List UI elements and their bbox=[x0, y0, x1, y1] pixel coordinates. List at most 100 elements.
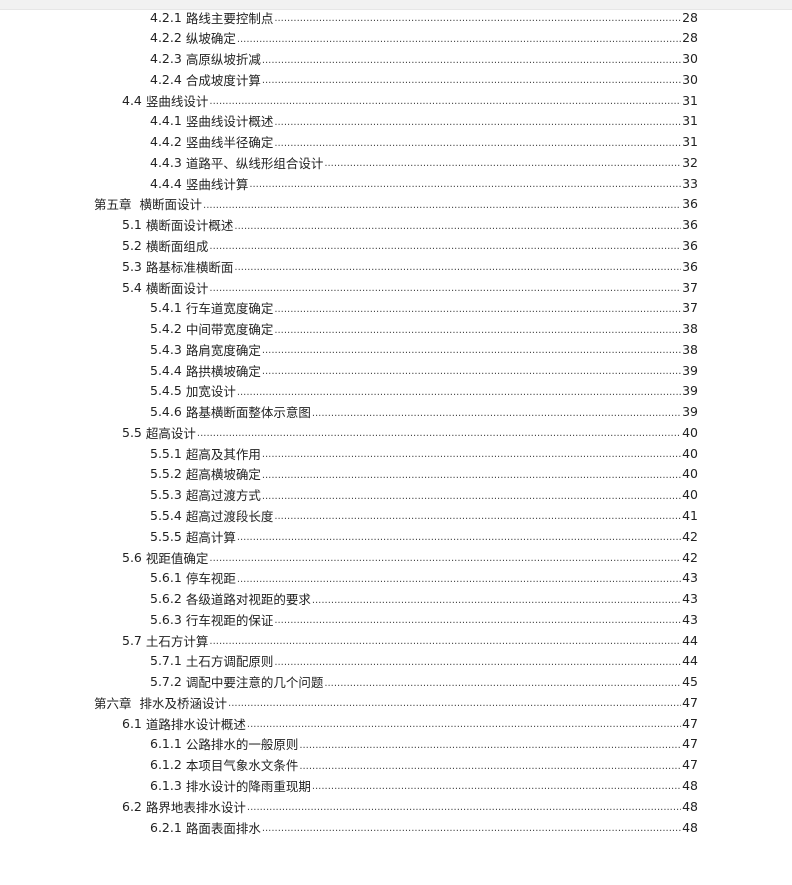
toc-entry-page: 40 bbox=[682, 466, 698, 482]
toc-entry-page: 41 bbox=[682, 507, 698, 523]
toc-entry-number: 6.1.2 bbox=[150, 757, 182, 773]
toc-entry-title: 竖曲线计算 bbox=[185, 176, 249, 192]
dot-leader bbox=[274, 322, 681, 336]
toc-entry-number: 5.7 bbox=[122, 632, 142, 648]
toc-entry-number: 4.2.2 bbox=[150, 30, 182, 46]
dot-leader bbox=[209, 280, 681, 294]
toc-entry-page: 37 bbox=[682, 279, 698, 295]
dot-leader bbox=[324, 675, 681, 689]
toc-entry-title: 路拱横坡确定 bbox=[185, 363, 261, 379]
dot-leader bbox=[228, 695, 681, 709]
toc-entry-title: 超高计算 bbox=[185, 529, 236, 545]
toc-entry-number: 5.6.1 bbox=[150, 570, 182, 586]
toc-entry-title: 超高及其作用 bbox=[185, 446, 261, 462]
toc-entry-title: 合成坡度计算 bbox=[185, 72, 261, 88]
toc-entry-page: 48 bbox=[682, 777, 698, 793]
toc-entry-number: 第五章 bbox=[94, 197, 132, 213]
toc-entry-number: 5.5.4 bbox=[150, 507, 182, 523]
toc-entry-number: 5.1 bbox=[122, 217, 142, 233]
toc-entry-page: 38 bbox=[682, 341, 698, 357]
toc-entry-title: 土石方调配原则 bbox=[185, 654, 274, 670]
toc-entry-title: 土石方计算 bbox=[145, 633, 209, 649]
toc-entry-title: 竖曲线设计 bbox=[145, 93, 209, 109]
toc-entry-page: 43 bbox=[682, 591, 698, 607]
toc-entry-number: 4.4.1 bbox=[150, 113, 182, 129]
dot-leader bbox=[203, 197, 681, 211]
toc-entry-number: 4.2.3 bbox=[150, 51, 182, 67]
toc-entry-title: 公路排水的一般原则 bbox=[185, 737, 299, 753]
toc-entry-page: 28 bbox=[682, 30, 698, 46]
toc-entry-number: 5.6.3 bbox=[150, 611, 182, 627]
dot-leader bbox=[274, 114, 681, 128]
toc-entry-title: 行车视距的保证 bbox=[185, 612, 274, 628]
dot-leader bbox=[262, 52, 681, 66]
toc-entry-page: 31 bbox=[682, 92, 698, 108]
dot-leader bbox=[299, 758, 681, 772]
toc-entry-title: 横断面设计 bbox=[139, 197, 203, 213]
dot-leader bbox=[262, 342, 681, 356]
toc-entry-number: 5.5.1 bbox=[150, 445, 182, 461]
dot-leader bbox=[247, 716, 681, 730]
toc-entry-page: 40 bbox=[682, 445, 698, 461]
toc-entry-number: 5.3 bbox=[122, 258, 142, 274]
toc-entry-page: 48 bbox=[682, 798, 698, 814]
dot-leader bbox=[274, 135, 681, 149]
toc-entry-number: 4.2.1 bbox=[150, 9, 182, 25]
toc-entry-page: 33 bbox=[682, 175, 698, 191]
toc-entry-number: 5.4.5 bbox=[150, 383, 182, 399]
toc-entry-page: 31 bbox=[682, 113, 698, 129]
toc-entry-number: 5.5 bbox=[122, 424, 142, 440]
toc-entry-page: 31 bbox=[682, 134, 698, 150]
dot-leader bbox=[197, 425, 681, 439]
dot-leader bbox=[237, 529, 681, 543]
dot-leader bbox=[312, 778, 681, 792]
toc-entry-title: 竖曲线设计概述 bbox=[185, 114, 274, 130]
toc-entry-page: 37 bbox=[682, 300, 698, 316]
toc-entry-number: 6.1 bbox=[122, 715, 142, 731]
toc-entry-page: 40 bbox=[682, 487, 698, 503]
toc-entry-number: 5.7.2 bbox=[150, 674, 182, 690]
toc-entry-title: 竖曲线半径确定 bbox=[185, 135, 274, 151]
toc-entry-title: 路面表面排水 bbox=[185, 820, 261, 836]
